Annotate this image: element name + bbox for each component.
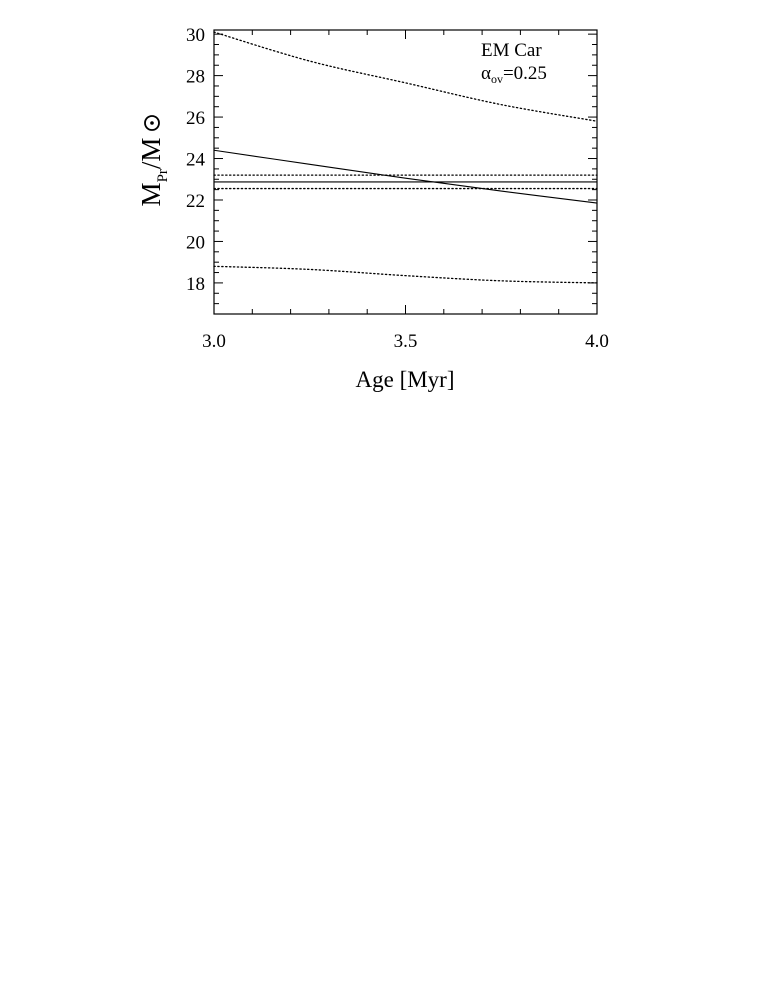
y-axis-title-main: M [136, 182, 166, 206]
annotation-overshoot: αov=0.25 [481, 63, 547, 86]
y-tick-label: 28 [186, 67, 205, 88]
y-tick-label: 22 [186, 191, 205, 212]
y-tick-label: 30 [186, 25, 205, 46]
dotted-line-3 [213, 265, 598, 284]
x-tick-label: 4.0 [585, 331, 609, 352]
x-tick-label: 3.5 [394, 331, 418, 352]
x-tick-label: 3.0 [202, 331, 226, 352]
annotation: EM Car αov=0.25 [481, 40, 547, 86]
tick-labels: 3.0 3.5 4.0 18 20 22 24 26 28 30 [186, 25, 609, 352]
annotation-star-name: EM Car [481, 40, 542, 61]
y-axis-title: MPr/M [136, 115, 171, 207]
y-tick-label: 18 [186, 274, 205, 295]
svg-text:MPr/M: MPr/M [136, 138, 171, 207]
y-tick-label: 20 [186, 232, 205, 253]
annotation-alpha-value: =0.25 [503, 63, 547, 84]
axis-ticks [213, 30, 598, 314]
y-axis-title-suffix: /M [136, 138, 166, 170]
annotation-alpha-sub: ov [491, 72, 503, 86]
solid-line-1 [213, 149, 598, 204]
sun-symbol-icon [144, 115, 160, 131]
y-axis-title-subscript: Pr [155, 169, 171, 182]
y-tick-label: 24 [186, 150, 206, 171]
plot-area [213, 29, 598, 315]
annotation-alpha: α [481, 63, 491, 84]
y-tick-label: 26 [186, 108, 205, 129]
x-axis-title: Age [Myr] [356, 367, 455, 392]
series-layer [213, 31, 598, 284]
